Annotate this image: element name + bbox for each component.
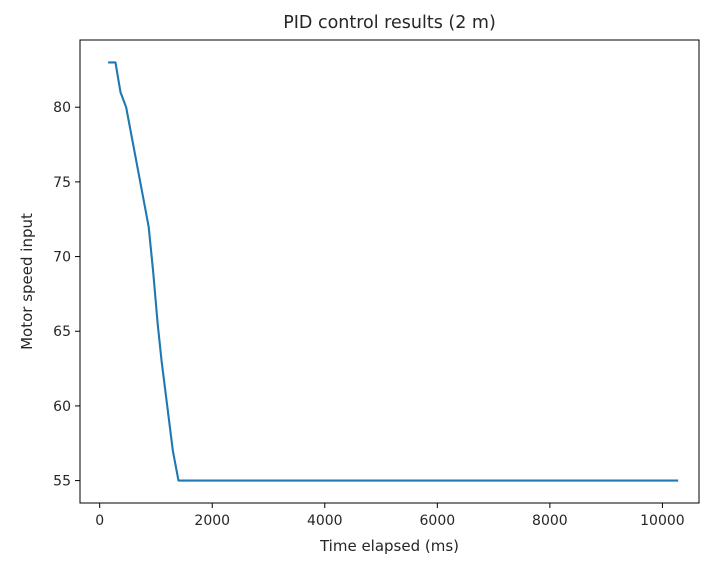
y-tick-label: 55 <box>53 474 71 490</box>
y-tick-label: 80 <box>53 100 71 116</box>
x-tick-label: 4000 <box>307 513 343 529</box>
y-axis-label: Motor speed input <box>18 213 36 350</box>
x-tick-label: 2000 <box>194 513 230 529</box>
y-tick-label: 65 <box>53 324 71 340</box>
y-tick-label: 70 <box>53 250 71 266</box>
chart-title: PID control results (2 m) <box>283 13 496 33</box>
x-tick-label: 10000 <box>640 513 685 529</box>
series-line-1 <box>108 61 679 482</box>
plot-frame <box>79 39 700 504</box>
x-tick-label: 6000 <box>420 513 456 529</box>
x-tick-label: 0 <box>95 513 104 529</box>
plot-layer: 0 2000 4000 6000 8000 10000 55 60 65 70 75 80 <box>53 39 700 529</box>
y-tick-label: 60 <box>53 399 71 415</box>
y-tick-label: 75 <box>53 175 71 191</box>
x-tick-label: 8000 <box>532 513 568 529</box>
x-axis-label: Time elapsed (ms) <box>319 537 459 555</box>
